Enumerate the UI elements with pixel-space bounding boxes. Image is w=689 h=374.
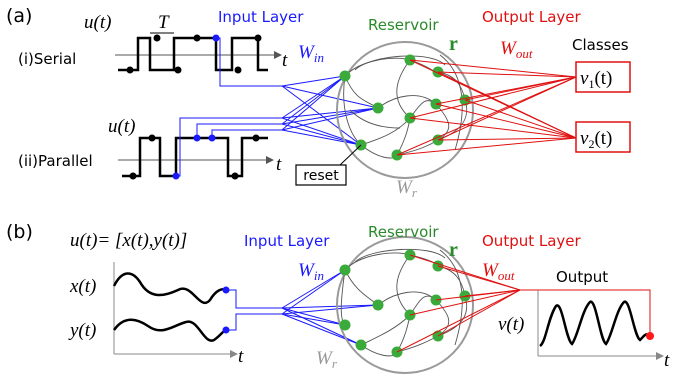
input-connections-a — [176, 37, 379, 177]
class-v1-box — [575, 61, 631, 93]
u-t-equation: u(t)= [x(t),y(t)] — [70, 230, 187, 251]
reservoir-node — [339, 70, 351, 82]
panel-a-label: (a) — [6, 5, 32, 27]
serial-signal — [115, 32, 282, 74]
reset-label: reset — [303, 168, 339, 184]
reset-box — [295, 144, 362, 186]
class-v2-box — [575, 121, 631, 153]
reservoir-label-b: Reservoir — [368, 223, 439, 241]
reservoir-a — [336, 41, 474, 179]
serial-u-t-label: u(t) — [84, 12, 111, 33]
x-t-label: x(t) — [69, 276, 96, 297]
w-r-label-b: Wr — [316, 348, 338, 371]
v-t-label: v(t) — [498, 314, 524, 335]
t-out-axis-label: t — [664, 350, 670, 371]
w-in-label-b: Win — [298, 260, 324, 283]
parallel-label: (ii)Parallel — [18, 152, 93, 170]
r-vector-label-b: r — [449, 239, 458, 261]
class-v2-label: v2(t) — [580, 128, 612, 151]
r-vector-label-a: r — [449, 33, 458, 55]
input-connections-b — [226, 269, 379, 346]
reservoir-node — [339, 319, 351, 331]
classes-label: Classes — [572, 36, 629, 54]
output-connections-b — [396, 254, 651, 353]
serial-label: (i)Serial — [18, 50, 76, 68]
parallel-signal — [118, 134, 274, 180]
t-axis-label-b: t — [238, 346, 244, 367]
reservoir-label-a: Reservoir — [368, 16, 439, 34]
input-layer-label-b: Input Layer — [244, 232, 330, 250]
w-out-label-b: Wout — [482, 260, 515, 283]
output-connections-a — [396, 59, 577, 156]
output-label: Output — [556, 268, 608, 286]
parallel-u-t-label: u(t) — [108, 116, 135, 137]
reservoir-node — [339, 264, 351, 276]
output-plot-b — [537, 290, 664, 360]
reservoir-node — [372, 299, 384, 311]
parallel-t-axis-label: t — [276, 154, 282, 175]
input-layer-label-a: Input Layer — [218, 8, 304, 26]
reservoir-node — [355, 339, 367, 351]
output-layer-label-a: Output Layer — [482, 8, 582, 26]
w-out-label-a: Wout — [500, 38, 533, 61]
w-in-label-a: Win — [298, 42, 324, 65]
w-r-label-a: Wr — [396, 177, 418, 200]
reservoir-node — [372, 102, 384, 114]
output-layer-label-b: Output Layer — [482, 232, 582, 250]
panel-b-label: (b) — [6, 221, 33, 243]
y-t-label: y(t) — [68, 320, 96, 341]
serial-t-axis-label: t — [282, 50, 288, 71]
period-label: T — [158, 12, 170, 33]
class-v1-label: v1(t) — [580, 68, 612, 91]
input-plot-b — [112, 262, 238, 358]
